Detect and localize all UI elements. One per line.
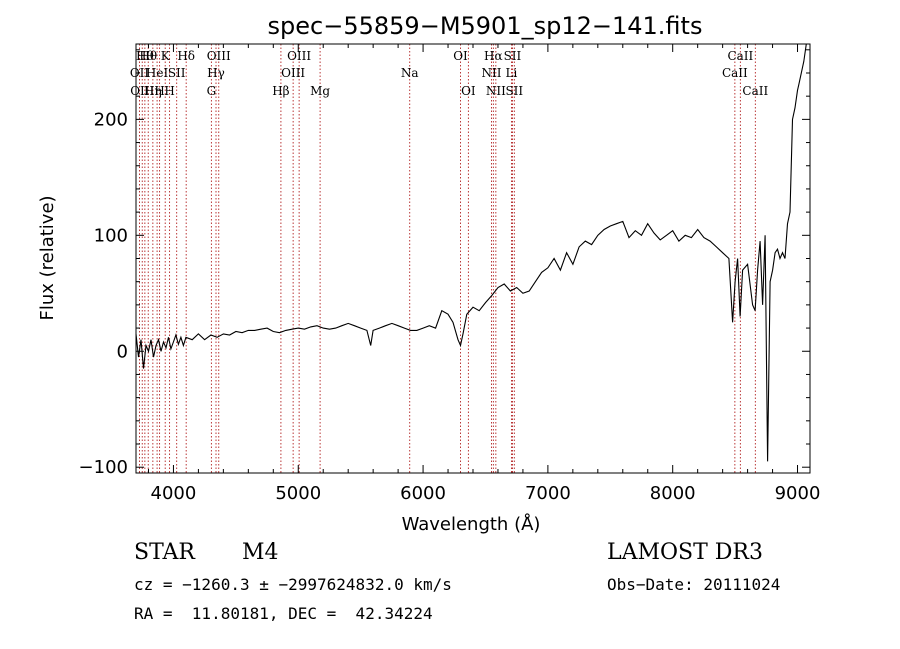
line-marker-label-29: CaII [742, 84, 768, 98]
line-marker-label-19: OI [453, 49, 468, 63]
line-marker-label-6: H [154, 84, 164, 98]
y-axis-ticks: −100 0 100 200 [79, 49, 810, 478]
object-subclass: M4 [242, 540, 279, 565]
line-marker-label-7: K [161, 49, 171, 63]
line-marker-label-18: Na [401, 66, 419, 80]
x-tick-label-0: 4000 [151, 483, 197, 504]
line-marker-label-4: Hη [144, 84, 162, 98]
x-tick-label-1: 5000 [275, 483, 321, 504]
x-axis-label: Wavelength (Å) [402, 513, 541, 535]
line-marker-label-13: OIII [207, 49, 231, 63]
line-marker-label-27: CaII [722, 66, 748, 80]
y-tick-label-2: 100 [94, 225, 128, 246]
line-marker-label-14: Hβ [272, 84, 289, 98]
line-marker-label-3: Hθ [139, 49, 157, 63]
x-tick-label-2: 6000 [400, 483, 446, 504]
x-axis-ticks: 4000 5000 6000 7000 8000 9000 [147, 44, 821, 504]
line-marker-label-17: Mg [310, 84, 330, 98]
obs-date-text: Obs−Date: 20111024 [607, 575, 781, 594]
y-axis-label: Flux (relative) [37, 195, 58, 320]
y-tick-label-0: −100 [79, 457, 128, 478]
line-marker-label-24: Li [506, 66, 518, 80]
line-marker-label-28: CaII [727, 49, 753, 63]
line-marker-label-20: OI [461, 84, 476, 98]
spectral-line-markers [139, 44, 756, 473]
plot-frame [135, 43, 811, 474]
line-marker-label-26: SII [505, 84, 523, 98]
line-marker-label-15: OIII [281, 66, 305, 80]
chart-title: spec−55859−M5901_sp12−141.fits [268, 12, 703, 40]
coordinates-text: RA = 11.80181, DEC = 42.34224 [134, 604, 433, 623]
y-tick-label-3: 200 [94, 109, 128, 130]
line-marker-label-22: Hα [484, 49, 503, 63]
line-marker-label-11: G [207, 84, 217, 98]
line-marker-label-5: HeI [146, 66, 169, 80]
x-tick-label-4: 8000 [650, 483, 696, 504]
spectral-line-labels: OIIOIIIHθHθHηHeIHKHSIIHδGHγOIIIHβOIIIOII… [130, 49, 769, 98]
line-marker-label-21: NII [481, 66, 501, 80]
y-tick-label-1: 0 [117, 341, 128, 362]
line-marker-label-9: SII [168, 66, 186, 80]
redshift-text: cz = −1260.3 ± −2997624832.0 km/s [134, 575, 452, 594]
x-tick-label-5: 9000 [775, 483, 821, 504]
line-marker-label-2: Hθ [136, 49, 154, 63]
line-marker-label-23: NII [486, 84, 506, 98]
spectrum-series-line [135, 43, 807, 462]
line-marker-label-12: Hγ [207, 66, 225, 80]
line-marker-label-16: OIII [287, 49, 311, 63]
survey-name: LAMOST DR3 [607, 540, 763, 565]
line-marker-label-8: H [164, 84, 174, 98]
line-marker-label-25: SII [504, 49, 522, 63]
object-class: STAR [134, 540, 195, 565]
x-tick-label-3: 7000 [525, 483, 571, 504]
line-marker-label-10: Hδ [177, 49, 195, 63]
